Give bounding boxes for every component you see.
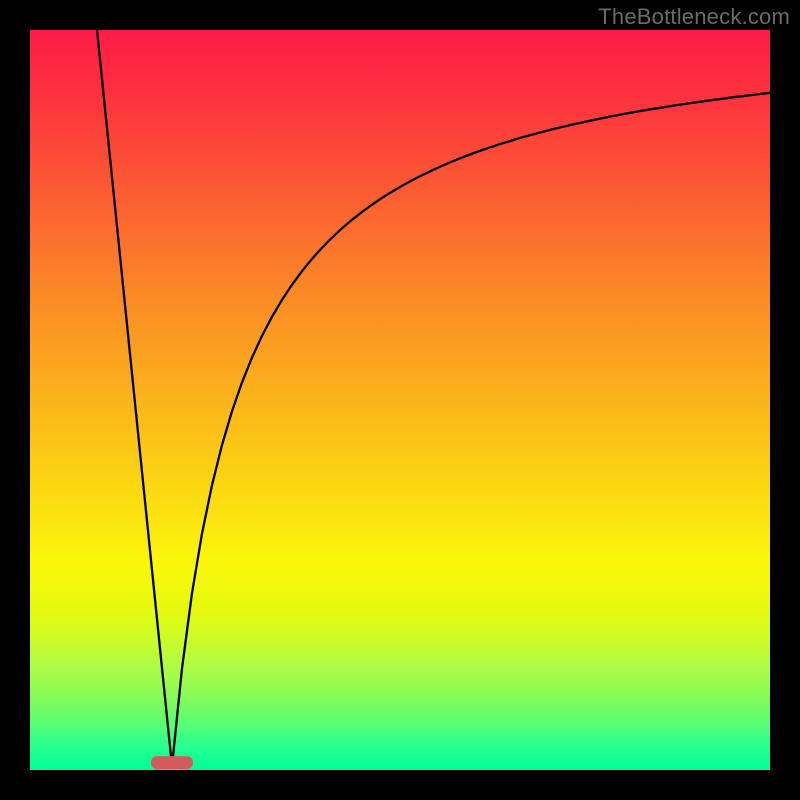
optimum-marker (151, 756, 193, 769)
watermark-text: TheBottleneck.com (598, 4, 790, 30)
chart-plot-area (30, 30, 770, 770)
chart-svg (0, 0, 800, 800)
bottleneck-chart: TheBottleneck.com (0, 0, 800, 800)
